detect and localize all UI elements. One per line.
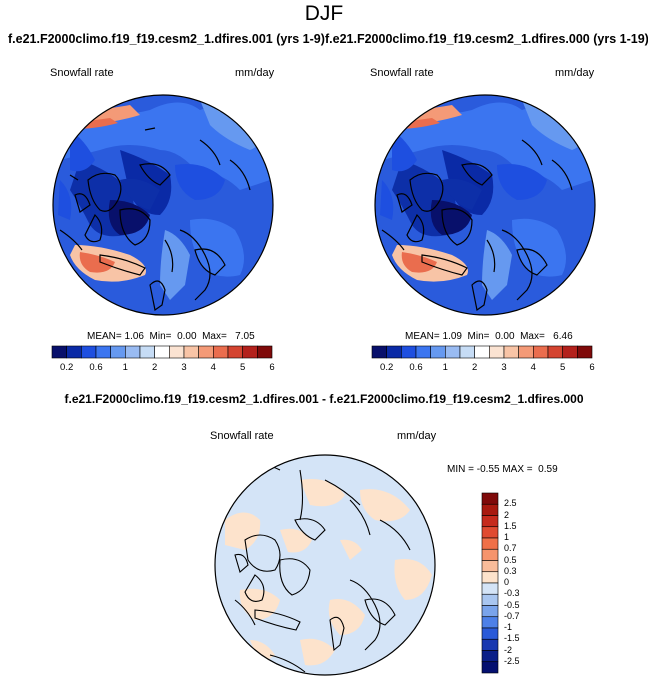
diff-colorbar-swatch: [481, 560, 499, 573]
colorbar-tick-label: 3: [501, 362, 507, 373]
colorbar-tick-label: 0.2: [60, 362, 74, 373]
diff-colorbar-tick-label: 1.5: [504, 520, 517, 531]
colorbar-swatch: [169, 345, 185, 359]
diff-colorbar-tick-label: -0.7: [504, 610, 520, 621]
diff-colorbar-swatch: [481, 661, 499, 674]
diff-colorbar-swatch: [481, 571, 499, 584]
diff-colorbar-tick-label: -0.3: [504, 588, 520, 599]
colorbar-swatch: [242, 345, 258, 359]
diff-colorbar-swatch: [481, 548, 499, 561]
diff-colorbar-swatch: [481, 515, 499, 528]
colorbar-swatch: [386, 345, 402, 359]
diff-colorbar-swatch: [481, 627, 499, 640]
diff-colorbar-tick-label: 0.7: [504, 543, 517, 554]
stats-right: MEAN= 1.09 Min= 0.00 Max= 6.46: [405, 331, 573, 342]
colorbar-swatch: [183, 345, 199, 359]
colorbar-tick-label: 4: [530, 362, 536, 373]
colorbar-tick-label: 1: [122, 362, 128, 373]
diff-colorbar-tick-label: 2.5: [504, 498, 517, 509]
colorbar-swatch: [66, 345, 82, 359]
diff-colorbar-tick-label: 1: [504, 532, 510, 542]
variable-label-left: Snowfall rate: [50, 67, 114, 79]
diff-colorbar-swatch: [481, 526, 499, 539]
diff-colorbar-tick-label: -1: [504, 622, 513, 632]
units-label-diff: mm/day: [397, 430, 437, 442]
colorbar-swatch: [95, 345, 111, 359]
difference-title: f.e21.F2000climo.f19_f19.cesm2_1.dfires.…: [64, 392, 584, 406]
colorbar-swatch: [110, 345, 126, 359]
colorbar-swatch: [401, 345, 417, 359]
colorbar-tick-label: 2: [472, 362, 478, 373]
diff-colorbar-tick-label: -2.5: [504, 655, 520, 666]
colorbar-tick-label: 3: [181, 362, 187, 373]
colorbar-tick-label: 0.6: [89, 362, 103, 373]
colorbar-swatch: [518, 345, 534, 359]
diff-colorbar-tick-label: 0: [504, 577, 510, 587]
diff-colorbar-tick-label: -2: [504, 644, 513, 655]
stats-left: MEAN= 1.06 Min= 0.00 Max= 7.05: [87, 331, 255, 342]
colorbar-tick-label: 0.2: [380, 362, 394, 373]
colorbar-swatch: [139, 345, 155, 359]
colorbar-swatch: [577, 345, 593, 359]
diff-colorbar-swatch: [481, 593, 499, 606]
colorbar-tick-label: 4: [210, 362, 216, 373]
diff-colorbar-swatch: [481, 605, 499, 618]
colorbar-left: [51, 345, 273, 359]
diff-colorbar-swatch: [481, 616, 499, 629]
colorbar-tick-label: 2: [152, 362, 158, 373]
colorbar-swatch: [154, 345, 170, 359]
colorbar-tick-label: 0.6: [409, 362, 423, 373]
case-title-left: f.e21.F2000climo.f19_f19.cesm2_1.dfires.…: [8, 32, 325, 46]
colorbar-tick-label: 6: [589, 362, 595, 373]
colorbar-swatch: [257, 345, 273, 359]
colorbar-swatch: [562, 345, 578, 359]
colorbar-right: [371, 345, 593, 359]
colorbar-swatch: [415, 345, 431, 359]
colorbar-tick-label: 6: [269, 362, 275, 373]
colorbar-swatch: [371, 345, 387, 359]
units-label-left: mm/day: [235, 67, 275, 79]
colorbar-swatch: [503, 345, 519, 359]
colorbar-swatch: [51, 345, 67, 359]
case-title-right: f.e21.F2000climo.f19_f19.cesm2_1.dfires.…: [325, 32, 648, 46]
colorbar-difference: [481, 492, 499, 674]
diff-colorbar-tick-label: 0.3: [504, 565, 517, 576]
diff-colorbar-swatch: [481, 503, 499, 516]
colorbar-swatch: [430, 345, 446, 359]
colorbar-swatch: [489, 345, 505, 359]
colorbar-swatch: [533, 345, 549, 359]
colorbar-swatch: [459, 345, 475, 359]
variable-label-right: Snowfall rate: [370, 67, 434, 79]
diff-colorbar-swatch: [481, 537, 499, 550]
colorbar-tick-label: 5: [560, 362, 566, 373]
colorbar-tick-label: 1: [442, 362, 448, 373]
stats-diff: MIN = -0.55 MAX = 0.59: [447, 464, 558, 475]
diff-colorbar-swatch: [481, 638, 499, 651]
diff-colorbar-tick-label: -0.5: [504, 599, 520, 610]
colorbar-tick-label: 5: [240, 362, 246, 373]
units-label-right: mm/day: [555, 67, 595, 79]
colorbar-swatch: [213, 345, 229, 359]
diff-colorbar-tick-label: 2: [504, 509, 510, 520]
colorbar-swatch: [474, 345, 490, 359]
colorbar-swatch: [81, 345, 97, 359]
colorbar-swatch: [547, 345, 563, 359]
colorbar-swatch: [445, 345, 461, 359]
diff-colorbar-swatch: [481, 650, 499, 663]
variable-label-diff: Snowfall rate: [210, 430, 274, 442]
colorbar-swatch: [198, 345, 214, 359]
colorbar-swatch: [227, 345, 243, 359]
diff-colorbar-swatch: [481, 492, 499, 505]
diff-colorbar-tick-label: -1.5: [504, 633, 520, 644]
diff-colorbar-tick-label: 0.5: [504, 554, 517, 565]
season-title: DJF: [304, 2, 344, 25]
colorbar-swatch: [125, 345, 141, 359]
diff-colorbar-swatch: [481, 582, 499, 595]
